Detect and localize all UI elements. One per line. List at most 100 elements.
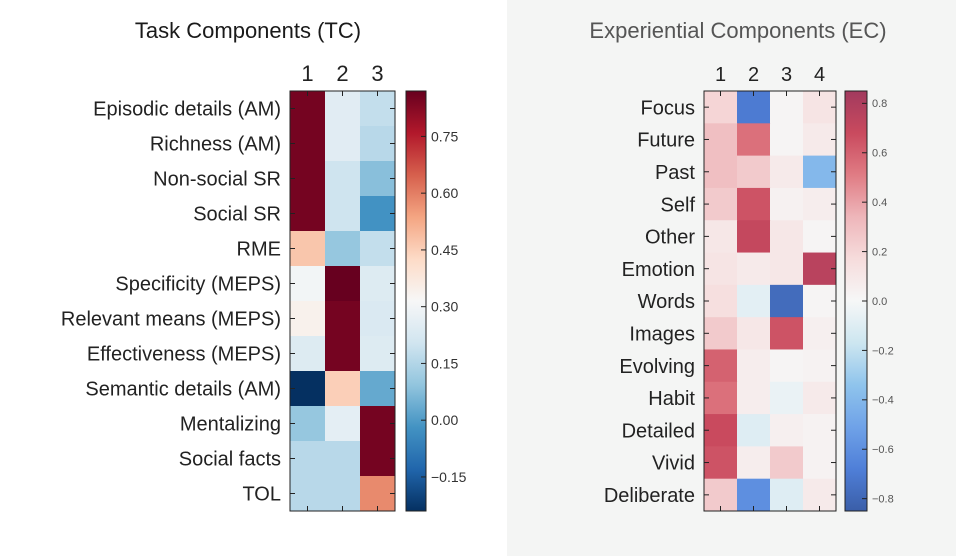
ec-row-label: Focus [641, 97, 695, 119]
ec-cell [803, 349, 837, 383]
tc-column-label: 1 [301, 61, 313, 86]
tc-cell [290, 126, 326, 162]
tc-colorbar-label: 0.15 [431, 355, 458, 371]
tc-cell [325, 161, 361, 197]
tc-cell [360, 161, 396, 197]
tc-row-label: Mentalizing [180, 414, 281, 436]
tc-row-label: Social facts [179, 449, 281, 471]
ec-row-label: Past [655, 162, 695, 184]
ec-colorbar-label: −0.2 [872, 345, 894, 357]
tc-row-label: TOL [242, 484, 281, 506]
ec-row-label: Words [638, 291, 695, 313]
ec-colorbar-label: 0.0 [872, 296, 887, 308]
ec-column-label: 3 [781, 64, 792, 86]
ec-chart-title: Experiential Components (EC) [589, 18, 886, 43]
ec-colorbar-label: 0.8 [872, 98, 887, 110]
tc-chart-title: Task Components (TC) [135, 18, 361, 43]
tc-row-label: Richness (AM) [150, 134, 281, 156]
tc-colorbar [405, 90, 427, 512]
tc-row-label: RME [237, 239, 281, 261]
ec-colorbar-label: 0.6 [872, 148, 887, 160]
ec-cell [770, 446, 804, 480]
ec-colorbar-label: −0.8 [872, 493, 894, 505]
ec-cell [737, 414, 771, 447]
ec-cell [770, 349, 804, 383]
tc-cell [360, 371, 396, 407]
ec-cell [770, 252, 804, 286]
tc-cell [290, 196, 326, 232]
tc-colorbar-label: 0.60 [431, 185, 458, 201]
tc-cell [360, 126, 396, 162]
ec-cell [704, 414, 738, 447]
ec-cell [737, 446, 771, 480]
tc-cell [325, 371, 361, 407]
tc-cell [325, 441, 361, 477]
ec-column-label: 4 [814, 64, 825, 86]
tc-row-label: Non-social SR [153, 169, 281, 191]
ec-colorbar-label: −0.4 [872, 395, 894, 407]
ec-cell [803, 414, 837, 447]
ec-cell [704, 317, 738, 350]
ec-cell [737, 349, 771, 383]
ec-cell [770, 91, 804, 124]
tc-cell [325, 266, 361, 302]
tc-colorbar-label: 0.30 [431, 299, 458, 315]
tc-row-label: Episodic details (AM) [93, 99, 281, 121]
tc-cell [325, 301, 361, 337]
ec-row-label: Images [629, 324, 695, 346]
ec-cell [803, 220, 837, 254]
tc-cell [360, 406, 396, 442]
tc-row-label: Social SR [193, 204, 281, 226]
tc-colorbar-label: 0.75 [431, 128, 458, 144]
ec-cell [803, 284, 837, 318]
tc-row-label: Semantic details (AM) [85, 379, 281, 401]
ec-cell [803, 91, 837, 124]
tc-colorbar-label: 0.00 [431, 412, 458, 428]
tc-cell [360, 91, 396, 127]
tc-cell [325, 406, 361, 442]
tc-column-label: 2 [336, 61, 348, 86]
tc-cell [360, 231, 396, 267]
tc-column-label: 3 [371, 61, 383, 86]
tc-cell [290, 161, 326, 197]
tc-cell [325, 196, 361, 232]
ec-row-label: Habit [648, 388, 695, 410]
ec-row-label: Vivid [652, 453, 695, 475]
ec-cell [770, 381, 804, 415]
tc-row-label: Specificity (MEPS) [115, 274, 281, 296]
tc-cell [360, 441, 396, 477]
tc-cell [290, 231, 326, 267]
tc-colorbar-label: −0.15 [431, 469, 467, 485]
tc-cell [290, 301, 326, 337]
ec-cell [803, 446, 837, 480]
tc-cell [360, 196, 396, 232]
tc-cell [325, 126, 361, 162]
ec-cell [704, 187, 738, 221]
tc-cell [325, 231, 361, 267]
tc-cell [290, 91, 326, 127]
ec-cell [737, 155, 771, 189]
tc-row-label: Relevant means (MEPS) [61, 309, 281, 331]
ec-cell [803, 187, 837, 221]
tc-cell [290, 336, 326, 372]
tc-cell [325, 476, 361, 512]
tc-cell [290, 476, 326, 512]
ec-cell [704, 284, 738, 318]
ec-cell [704, 446, 738, 480]
ec-cell [704, 155, 738, 189]
ec-cell [803, 252, 837, 286]
ec-cell [737, 91, 771, 124]
ec-column-label: 2 [748, 64, 759, 86]
ec-cell [770, 284, 804, 318]
ec-cell [737, 252, 771, 286]
ec-cell [704, 123, 738, 157]
ec-cell [803, 123, 837, 157]
ec-colorbar-label: 0.4 [872, 197, 887, 209]
ec-cell [704, 381, 738, 415]
tc-cell [325, 336, 361, 372]
ec-row-label: Future [637, 130, 695, 152]
tc-cell [360, 336, 396, 372]
task-components-heatmap: Task Components (TC) Episodic details (A… [61, 18, 467, 512]
ec-cell [770, 187, 804, 221]
ec-colorbar-label: 0.2 [872, 246, 887, 258]
